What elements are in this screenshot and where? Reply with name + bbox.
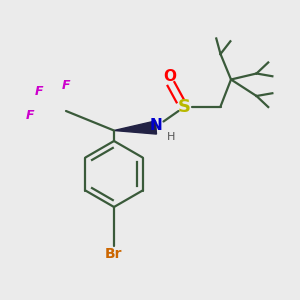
Text: H: H: [167, 131, 175, 142]
Polygon shape: [114, 121, 157, 134]
Text: O: O: [163, 69, 176, 84]
Text: Br: Br: [105, 247, 123, 260]
Text: S: S: [178, 98, 191, 116]
Text: F: F: [26, 109, 34, 122]
Text: F: F: [35, 85, 43, 98]
Text: F: F: [62, 79, 70, 92]
Text: N: N: [150, 118, 162, 134]
